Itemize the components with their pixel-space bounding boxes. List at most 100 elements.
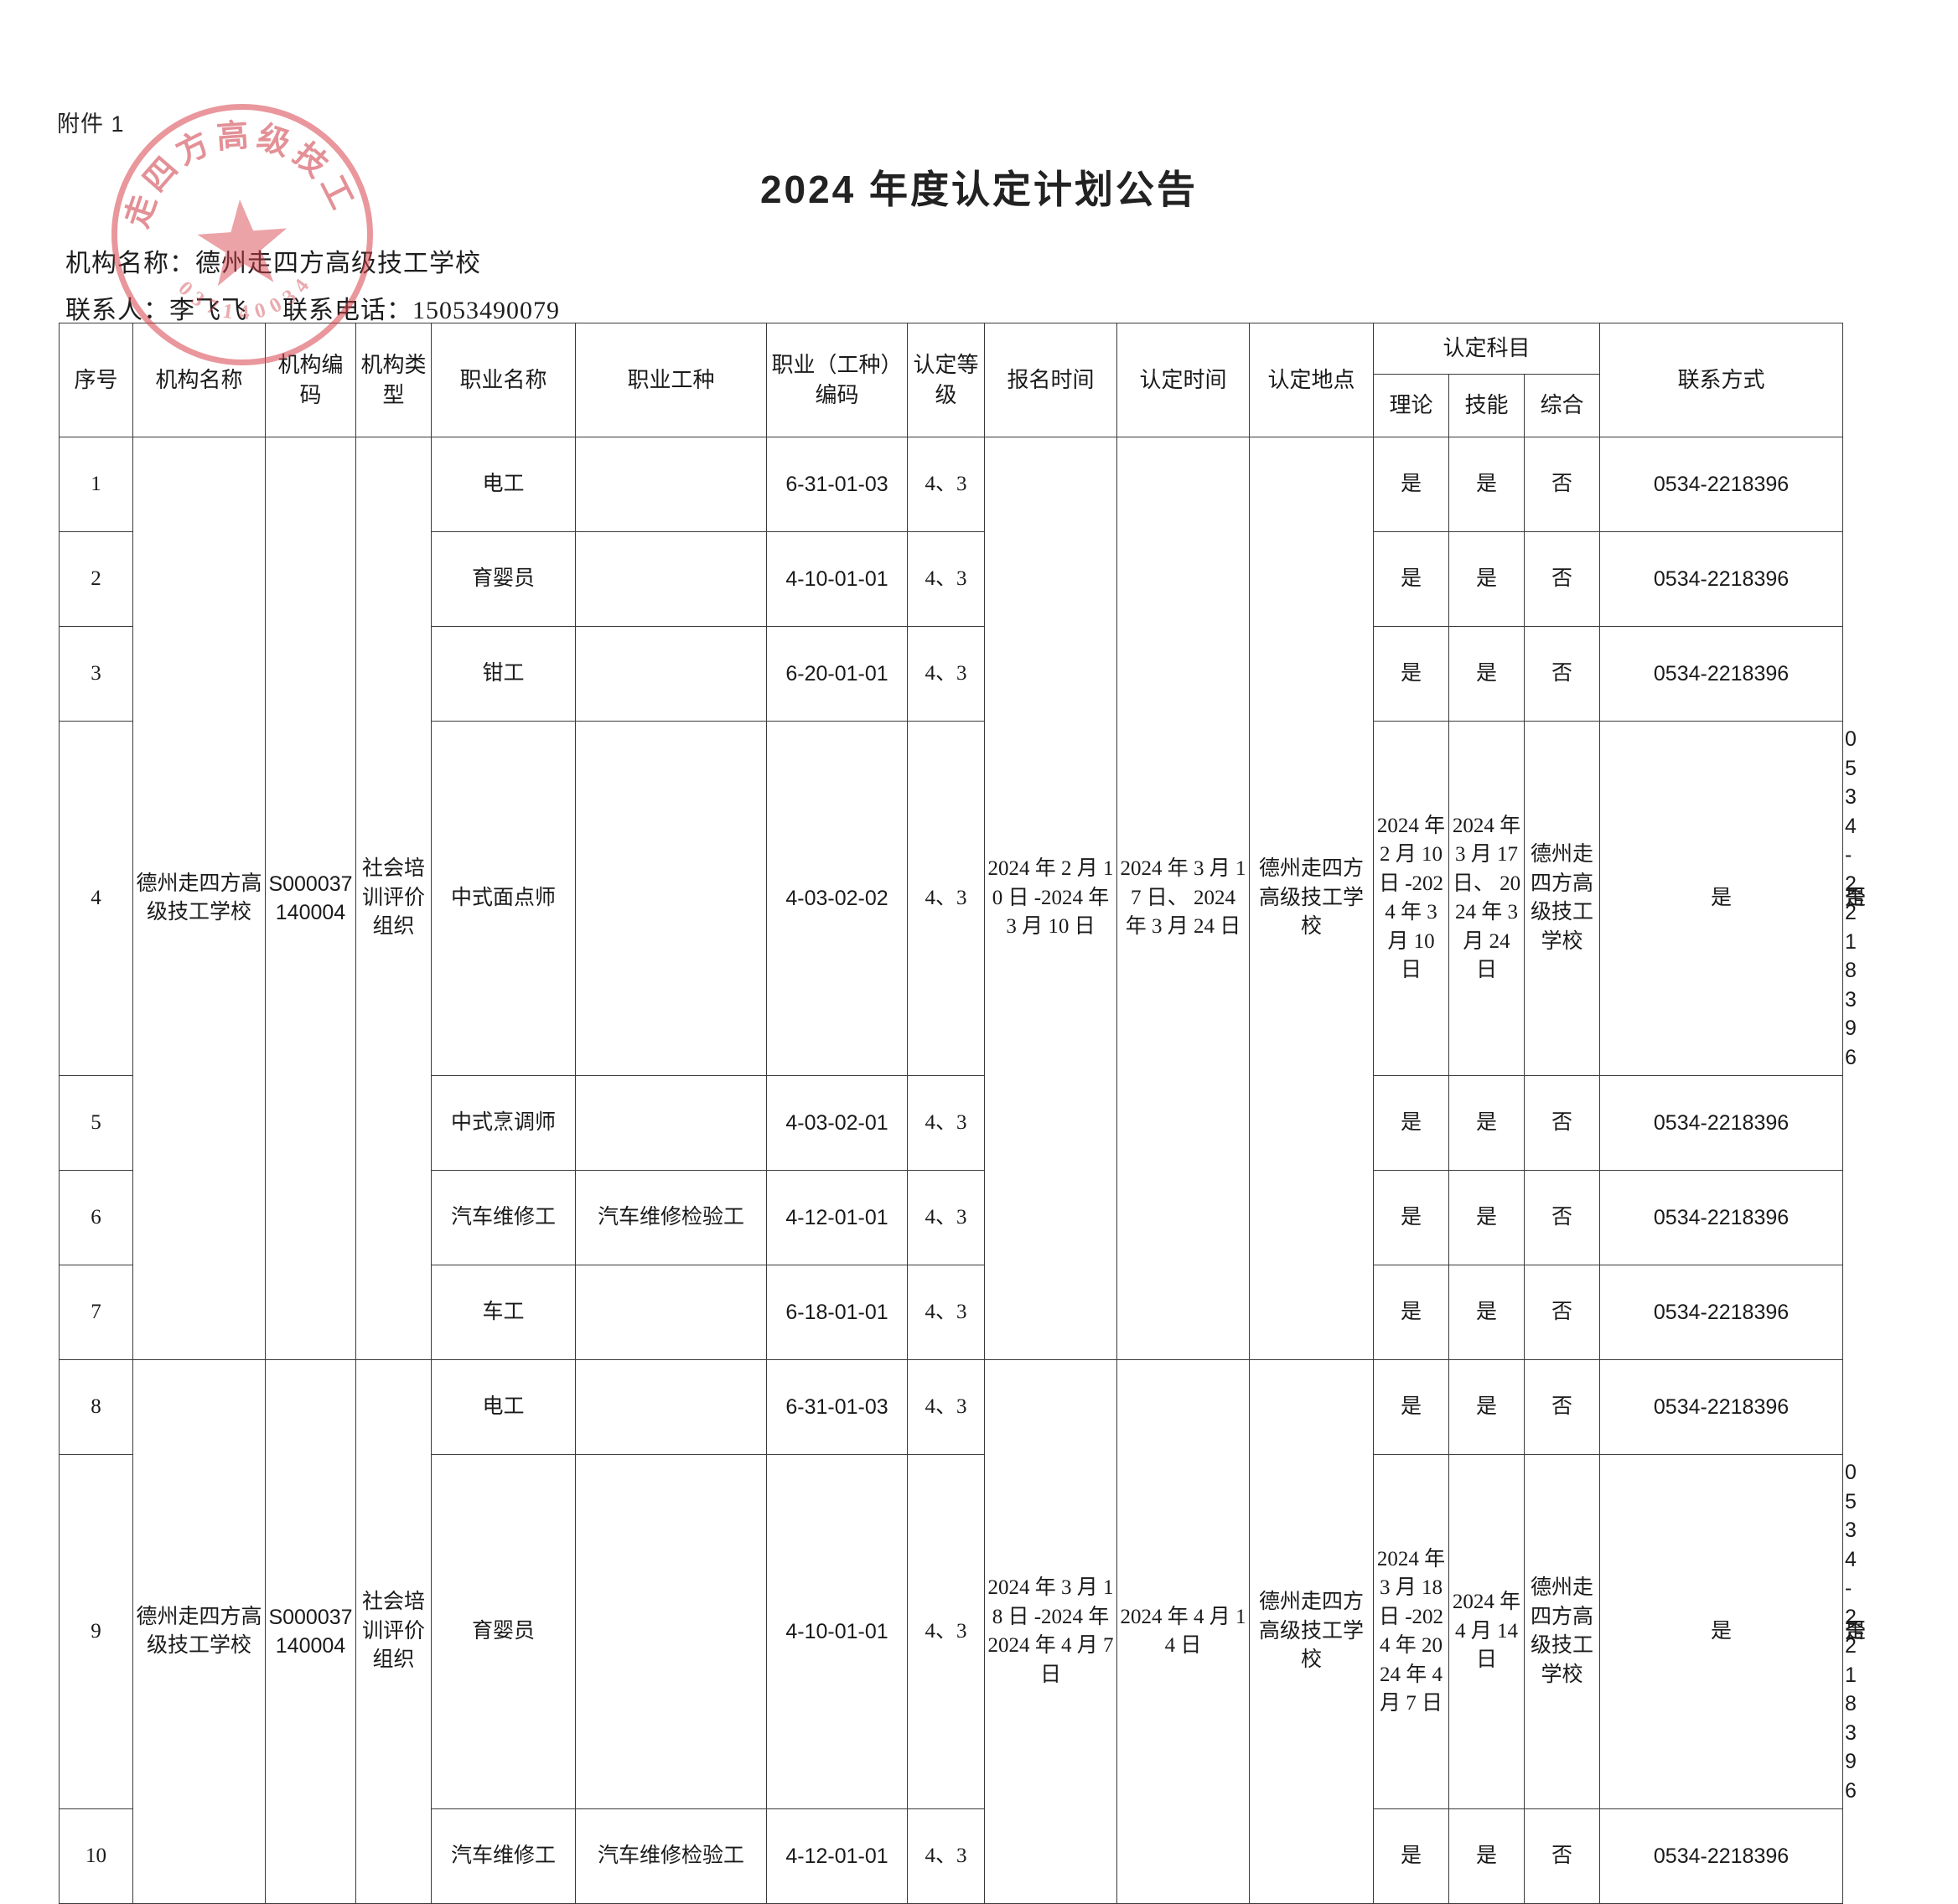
cell-job-code: 6-31-01-03 <box>766 1359 908 1455</box>
cell-subject-theory: 是 <box>1373 1359 1449 1455</box>
cell-contact: 0534-2218396 <box>1599 1808 1844 1904</box>
cell-seq: 7 <box>59 1265 133 1360</box>
cell-assess-place: 德州走四方高级技工学校 <box>1249 437 1374 1360</box>
cell-level: 4、3 <box>907 531 985 627</box>
cell-job-code: 6-31-01-03 <box>766 437 908 532</box>
cell-signup-time: 2024 年 2 月 10 日 -2024 年 3 月 10 日 <box>984 437 1117 1360</box>
cell-level: 4、3 <box>907 721 985 1076</box>
cell-job-type <box>575 1265 767 1360</box>
attachment-label: 附件 1 <box>57 111 125 137</box>
cell-contact: 0534-2218396 <box>1599 1075 1844 1171</box>
table-subheader-row: 理论 技能 综合 <box>60 374 1843 437</box>
cell-assess-place: 德州走四方高级技工学校 <box>1249 1359 1374 1904</box>
cell-subject-theory: 是 <box>1599 1454 1844 1809</box>
cell-subject-theory: 是 <box>1373 1170 1449 1265</box>
cell-job-code: 4-03-02-01 <box>766 1075 908 1171</box>
cell-job-name: 中式面点师 <box>431 721 576 1076</box>
cell-subject-theory: 是 <box>1373 1265 1449 1360</box>
cell-job-name: 育婴员 <box>431 531 576 627</box>
header-seq: 序号 <box>59 323 133 437</box>
cell-subject-comprehensive: 否 <box>1523 1075 1601 1171</box>
cell-subject-comprehensive: 否 <box>1523 1808 1601 1904</box>
cell-job-type <box>575 626 767 722</box>
header-job-code: 职业（工种）编码 <box>766 323 908 437</box>
cell-level: 4、3 <box>907 437 985 532</box>
header-contact-way: 联系方式 <box>1599 323 1844 437</box>
table-row: 8 德州走四方高级技工学校 S000037140004 社会培训评价组织 电工 6-31-… <box>59 1359 1844 1904</box>
cell-signup-time: 2024 年 3 月 18 日 -2024 年 2024 年 4 月 7 日 <box>1373 1454 1449 1809</box>
table-row: 2 育婴员 4-10-01-01 4、3 是是否 0534-2218396 <box>59 531 1844 627</box>
page-title: 2024 年度认定计划公告 <box>759 168 1199 211</box>
cell-job-type <box>575 1075 767 1171</box>
header-org-name: 机构名称 <box>132 323 266 437</box>
cell-subject-comprehensive: 否 <box>1523 1265 1601 1360</box>
cell-job-code: 4-10-01-01 <box>766 531 908 627</box>
cell-org-name: 德州走四方高级技工学校 <box>132 437 266 1360</box>
cell-subject-theory: 是 <box>1599 721 1844 1076</box>
table-row: 7 车工 6-18-01-01 4、3 是是否 0534-2218396 <box>59 1265 1844 1360</box>
cell-level: 4、3 <box>907 1454 985 1809</box>
cell-contact: 0534-2218396 <box>1599 1359 1844 1455</box>
cell-assess-time: 2024 年 3 月 17 日、 2024 年 3 月 24 日 <box>1448 721 1525 1076</box>
cell-contact: 0534-2218396 <box>1599 626 1844 722</box>
certification-plan-table: 序号 机构名称 机构编码 机构类型 职业名称 职业工种 职业（工种）编码 认定等… <box>59 323 1866 1904</box>
cell-subject-theory: 是 <box>1373 437 1449 532</box>
cell-job-type <box>575 1359 767 1455</box>
cell-assess-place: 德州走四方高级技工学校 <box>1523 1454 1601 1809</box>
cell-job-name: 育婴员 <box>431 1454 576 1809</box>
cell-seq: 6 <box>59 1170 133 1265</box>
cell-job-type <box>575 531 767 627</box>
cell-subject-skill: 是 <box>1448 1808 1525 1904</box>
cell-subject-skill: 是 <box>1448 1075 1525 1171</box>
header-assess-time: 认定时间 <box>1116 323 1250 437</box>
header-org-code: 机构编码 <box>265 323 356 437</box>
cell-org-code: S000037140004 <box>265 437 356 1360</box>
cell-level: 4、3 <box>907 1808 985 1904</box>
cell-job-type: 汽车维修检验工 <box>575 1808 767 1904</box>
cell-signup-time: 2024 年 3 月 18 日 -2024 年 2024 年 4 月 7 日 <box>984 1359 1117 1904</box>
cell-contact: 0534-2218396 <box>1599 437 1844 532</box>
table-row: 5 中式烹调师 4-03-02-01 4、3 是是否 0534-2218396 <box>59 1075 1844 1171</box>
table-row: 6 汽车维修工 汽车维修检验工 4-12-01-01 4、3 是是否 0534-221839… <box>59 1170 1844 1265</box>
cell-job-name: 汽车维修工 <box>431 1808 576 1904</box>
cell-contact: 0534-2218396 <box>1599 531 1844 627</box>
header-level: 认定等级 <box>907 323 985 437</box>
cell-level: 4、3 <box>907 626 985 722</box>
cell-subject-comprehensive: 否 <box>1523 437 1601 532</box>
table-row: 3 钳工 6-20-01-01 4、3 是是否 0534-2218396 <box>59 626 1844 722</box>
table-body: 1 德州走四方高级技工学校 S000037140004 社会培训评价组织 电工 6-31-… <box>59 437 1866 1904</box>
cell-assess-place: 德州走四方高级技工学校 <box>1523 721 1601 1076</box>
table-header-row: 序号 机构名称 机构编码 机构类型 职业名称 职业工种 职业（工种）编码 认定等… <box>59 323 1844 437</box>
cell-subject-theory: 是 <box>1373 1808 1449 1904</box>
cell-subject-theory: 是 <box>1373 1075 1449 1171</box>
contact-person-label: 联系人： <box>65 297 169 324</box>
organization-name-label: 机构名称： <box>65 250 195 277</box>
cell-job-code: 4-12-01-01 <box>766 1808 908 1904</box>
cell-contact: 0534-2218396 <box>1599 1170 1844 1265</box>
header-job-type: 职业工种 <box>575 323 767 437</box>
cell-seq: 4 <box>59 721 133 1076</box>
cell-org-code: S000037140004 <box>265 1359 356 1904</box>
cell-org-type: 社会培训评价组织 <box>355 1359 432 1904</box>
cell-contact: 0534-2218396 <box>1599 1265 1844 1360</box>
cell-subject-skill: 是 <box>1448 626 1525 722</box>
cell-seq: 10 <box>59 1808 133 1904</box>
header-signup-time: 报名时间 <box>984 323 1117 437</box>
cell-job-type <box>575 437 767 532</box>
cell-job-name: 电工 <box>431 1359 576 1455</box>
cell-job-code: 4-03-02-02 <box>766 721 908 1076</box>
cell-seq: 1 <box>59 437 133 532</box>
cell-job-name: 汽车维修工 <box>431 1170 576 1265</box>
cell-job-name: 中式烹调师 <box>431 1075 576 1171</box>
cell-subject-comprehensive: 否 <box>1523 1359 1601 1455</box>
header-job-name: 职业名称 <box>431 323 576 437</box>
cell-subject-theory: 是 <box>1373 626 1449 722</box>
cell-seq: 8 <box>59 1359 133 1455</box>
contact-person-value: 李飞飞 <box>169 297 247 324</box>
cell-seq: 3 <box>59 626 133 722</box>
cell-job-name: 钳工 <box>431 626 576 722</box>
header-subject-comprehensive: 综合 <box>1523 374 1601 437</box>
cell-job-type: 汽车维修检验工 <box>575 1170 767 1265</box>
header-org-type: 机构类型 <box>355 323 432 437</box>
cell-subject-comprehensive: 否 <box>1523 1170 1601 1265</box>
